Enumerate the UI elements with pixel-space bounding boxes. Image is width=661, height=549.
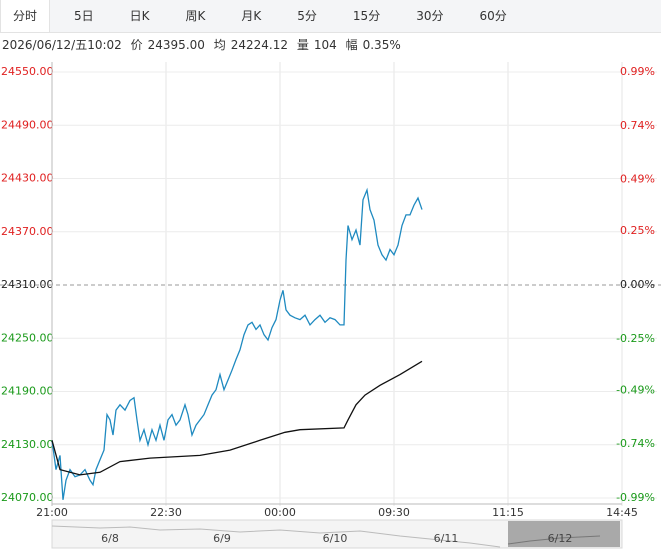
y-tick-label: 24430.00 xyxy=(1,172,54,185)
tab[interactable]: 日K xyxy=(129,9,150,23)
price-label: 价 xyxy=(130,38,143,52)
y2-tick-label: -0.99% xyxy=(616,491,655,504)
avg: 24224.12 xyxy=(230,38,289,52)
vol: 104 xyxy=(313,38,337,52)
x-tick-label: 00:00 xyxy=(264,506,296,519)
navigator-date: 6/12 xyxy=(548,532,573,545)
y-tick-label: 24250.00 xyxy=(1,331,54,344)
datetime: 2026/06/12/五10:02 xyxy=(2,38,122,52)
y-tick-label: 24130.00 xyxy=(1,438,54,451)
range-label: 幅 xyxy=(345,38,358,52)
y2-tick-label: 0.49% xyxy=(620,173,655,186)
y2-tick-label: 0.25% xyxy=(620,224,655,237)
navigator-line xyxy=(51,525,501,548)
tab[interactable]: 分时 xyxy=(0,0,51,32)
y2-tick-label: -0.74% xyxy=(616,437,655,450)
y2-tick-label: 0.00% xyxy=(620,278,655,291)
x-tick-label: 22:30 xyxy=(150,506,182,519)
y-tick-label: 24310.00 xyxy=(1,278,54,291)
navigator-line xyxy=(507,535,601,545)
tab[interactable]: 5分 xyxy=(297,9,317,23)
y-tick-label: 24190.00 xyxy=(1,385,54,398)
tab[interactable]: 15分 xyxy=(352,9,381,23)
tab[interactable]: 月K xyxy=(241,9,262,23)
vol-label: 量 xyxy=(296,38,309,52)
y-tick-label: 24550.00 xyxy=(1,65,54,78)
tab[interactable]: 30分 xyxy=(416,9,444,23)
navigator-date: 6/11 xyxy=(434,532,459,545)
navigator-date: 6/9 xyxy=(213,532,231,545)
tab[interactable]: 5日 xyxy=(74,9,94,23)
series-line xyxy=(51,187,423,500)
price: 24395.00 xyxy=(147,38,205,52)
y2-tick-label: 0.74% xyxy=(620,119,655,132)
tab[interactable]: 60分 xyxy=(479,9,507,23)
avg-label: 均 xyxy=(213,38,226,52)
x-tick-label: 09:30 xyxy=(378,506,410,519)
navigator-date: 6/10 xyxy=(323,532,348,545)
range: 0.35% xyxy=(362,38,401,52)
y2-tick-label: 0.99% xyxy=(620,65,655,78)
x-tick-label: 14:45 xyxy=(606,506,638,519)
y2-tick-label: -0.25% xyxy=(616,332,655,345)
y-tick-label: 24070.00 xyxy=(1,491,54,504)
navigator-date: 6/8 xyxy=(101,532,119,545)
y-tick-label: 24490.00 xyxy=(1,118,54,131)
x-tick-label: 11:15 xyxy=(492,506,524,519)
y-tick-label: 24370.00 xyxy=(1,225,54,238)
tab-bar: 分时 5日 日K 周K 月K 5分 15分 30分 60分 xyxy=(0,0,661,33)
x-tick-label: 21:00 xyxy=(36,506,68,519)
series-line xyxy=(51,360,423,476)
y2-tick-label: -0.49% xyxy=(616,383,655,396)
tab[interactable]: 周K xyxy=(185,9,206,23)
navigator-window[interactable] xyxy=(508,521,620,547)
